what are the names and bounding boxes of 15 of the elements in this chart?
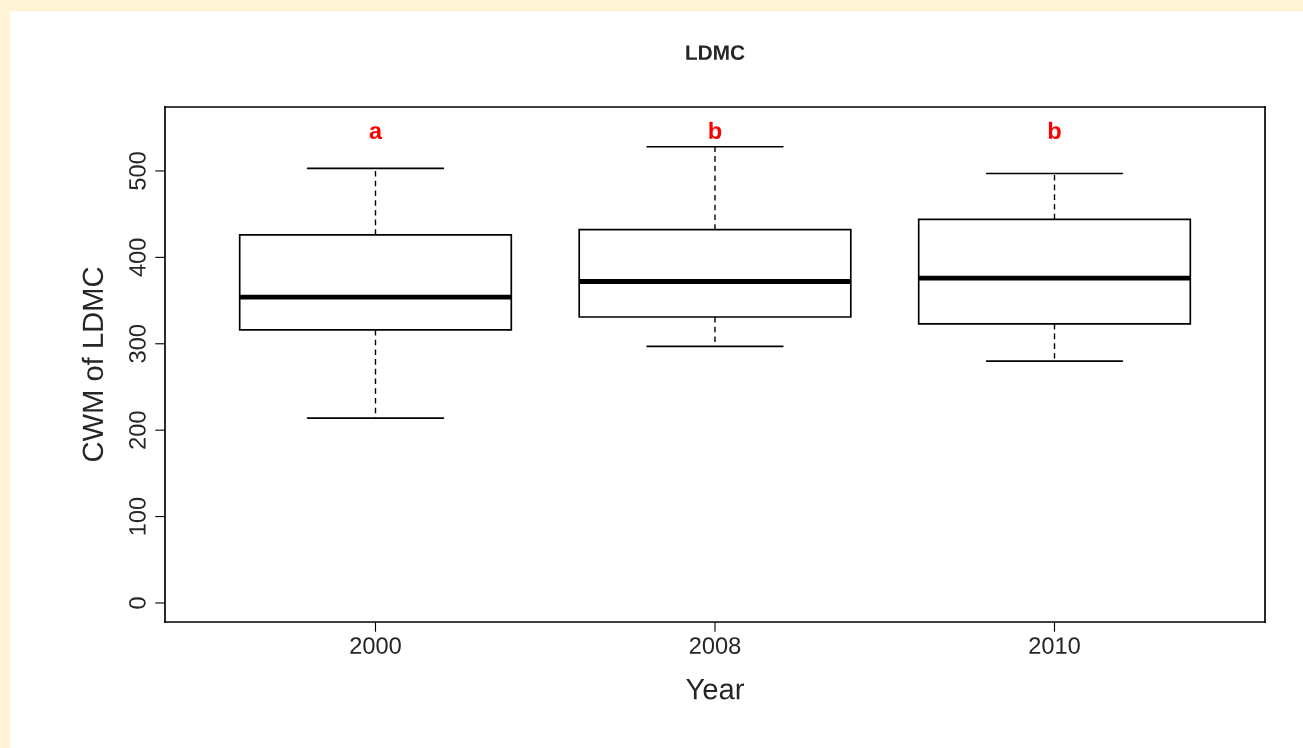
chart-title: LDMC [686,45,745,60]
y-tick-label: 0 [129,597,146,609]
x-axis-title: Year [686,679,744,700]
y-tick-label: 400 [129,238,146,277]
annotation: a [369,126,383,140]
y-tick-label: 500 [129,152,146,190]
y-axis-title: CWM of LDMC [81,267,104,462]
x-tick-label: 2008 [689,637,741,654]
y-tick-label: 300 [129,324,146,363]
y-tick-label: 100 [129,497,146,535]
x-tick-label: 2010 [1029,637,1080,654]
annotation: b [1048,121,1061,140]
y-tick-label: 200 [129,411,146,449]
annotation: b [709,121,722,140]
x-tick-label: 2000 [350,637,401,654]
